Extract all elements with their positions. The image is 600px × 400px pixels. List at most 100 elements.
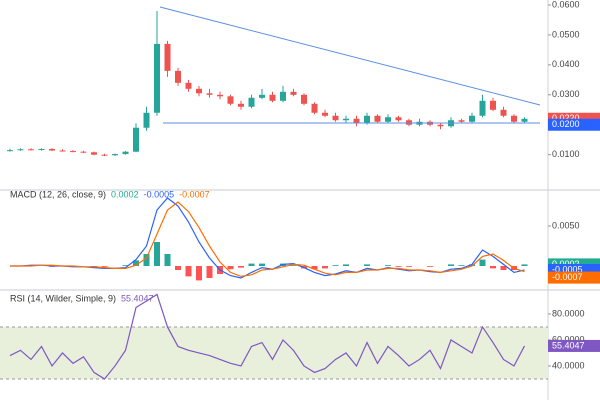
- legend-text: MACD (12, 26, close, 9): [10, 189, 106, 199]
- price-badge-label: 0.0002: [552, 259, 580, 269]
- candle-body: [290, 91, 297, 95]
- price-badge: [548, 118, 600, 131]
- candle-body: [521, 118, 528, 122]
- y-tick-label: 80.0000: [552, 308, 585, 318]
- panes: 0.0100 0.0300 0.0400 0.0500 0.0600 0.02200.02…: [0, 0, 600, 380]
- histogram-bar: [185, 266, 192, 277]
- histogram-bar: [122, 265, 129, 266]
- histogram-bar: [458, 265, 465, 266]
- legend-text: 55.4047: [121, 293, 154, 303]
- candle-body: [80, 151, 87, 153]
- histogram-bar: [164, 254, 171, 266]
- histogram-bar: [311, 266, 318, 270]
- candle-body: [91, 152, 97, 155]
- candle-body: [374, 115, 381, 122]
- candle-body: [17, 149, 24, 151]
- candle-body: [248, 97, 255, 107]
- candle-body: [7, 150, 13, 152]
- candle-body: [322, 112, 328, 116]
- histogram-bar: [101, 266, 108, 267]
- macd-line: [10, 201, 525, 278]
- histogram-bar: [175, 266, 181, 270]
- histogram-bar: [133, 260, 139, 266]
- y-tick-label: 0.0400: [552, 59, 580, 69]
- macd-line: [10, 197, 525, 279]
- histogram-bar: [290, 265, 297, 266]
- histogram-bar: [521, 264, 528, 266]
- candle-body: [311, 103, 318, 113]
- candle-body: [133, 127, 139, 152]
- candle-body: [353, 118, 360, 124]
- y-tick-label: 0.0500: [552, 29, 580, 39]
- histogram-bar: [490, 266, 496, 269]
- candle-body: [196, 88, 202, 94]
- candle-body: [38, 148, 45, 150]
- price-badge: [548, 271, 600, 284]
- candle-body: [259, 94, 265, 98]
- price-badge: [548, 339, 600, 352]
- histogram-bar: [238, 266, 244, 268]
- candle-body: [154, 43, 160, 113]
- candle-body: [395, 117, 402, 121]
- histogram-bar: [259, 263, 265, 266]
- candle-body: [238, 103, 244, 107]
- candle-body: [490, 100, 496, 110]
- price-badge-label: -0.0007: [552, 272, 583, 282]
- histogram-bar: [343, 264, 349, 266]
- histogram-bar: [500, 266, 507, 270]
- histogram-bar: [322, 266, 328, 269]
- candle-body: [332, 115, 339, 121]
- candle-body: [164, 43, 171, 71]
- candle-body: [479, 100, 486, 116]
- price-badge-label: 0.0200: [552, 119, 580, 129]
- y-tick-label: 40.0000: [552, 360, 585, 370]
- rsi-band: [0, 326, 548, 379]
- histogram-bar: [364, 264, 370, 266]
- candle-body: [175, 70, 181, 83]
- candle-body: [280, 91, 286, 101]
- candle-body: [343, 118, 349, 121]
- histogram-bar: [479, 259, 486, 266]
- candle-body: [301, 94, 307, 104]
- histogram-bar: [332, 265, 339, 266]
- candle-body: [49, 148, 55, 151]
- candle-body: [217, 94, 223, 97]
- candle-body: [385, 117, 391, 122]
- histogram-bar: [196, 266, 202, 281]
- candle-body: [227, 96, 234, 104]
- candle-body: [143, 112, 150, 128]
- histogram-bar: [248, 263, 255, 266]
- candle-body: [122, 151, 129, 155]
- y-tick-label: 60.0000: [552, 334, 585, 344]
- candle-body: [28, 149, 34, 151]
- candle-body: [112, 154, 118, 156]
- legend-text: -0.0007: [179, 189, 210, 199]
- candle-body: [101, 154, 108, 156]
- legend-text: -0.0005: [144, 189, 175, 199]
- histogram-bar: [227, 266, 234, 270]
- histogram-bar: [154, 242, 160, 266]
- rsi-line: [9, 293, 526, 380]
- histogram-bar: [448, 264, 454, 266]
- price-badge-label: -0.0005: [552, 264, 583, 274]
- trend-line: [159, 6, 541, 106]
- candle-body: [500, 109, 507, 116]
- legend-text: 0.0002: [111, 189, 139, 199]
- histogram-bar: [206, 266, 213, 278]
- candle-body: [458, 120, 465, 122]
- candle-body: [59, 150, 66, 152]
- candle-body: [269, 94, 276, 101]
- candle-body: [469, 115, 475, 122]
- candle-body: [364, 115, 370, 124]
- candle-body: [406, 120, 412, 125]
- histogram-bar: [395, 266, 402, 267]
- histogram-bar: [143, 254, 150, 266]
- histogram-bar: [406, 266, 412, 267]
- price-badge-label: 55.4047: [552, 340, 585, 350]
- candle-body: [70, 151, 76, 153]
- candle-body: [185, 82, 192, 89]
- candle-body: [511, 115, 517, 122]
- y-tick-label: 0.0100: [552, 149, 580, 159]
- y-tick-label: 0.0600: [552, 0, 580, 9]
